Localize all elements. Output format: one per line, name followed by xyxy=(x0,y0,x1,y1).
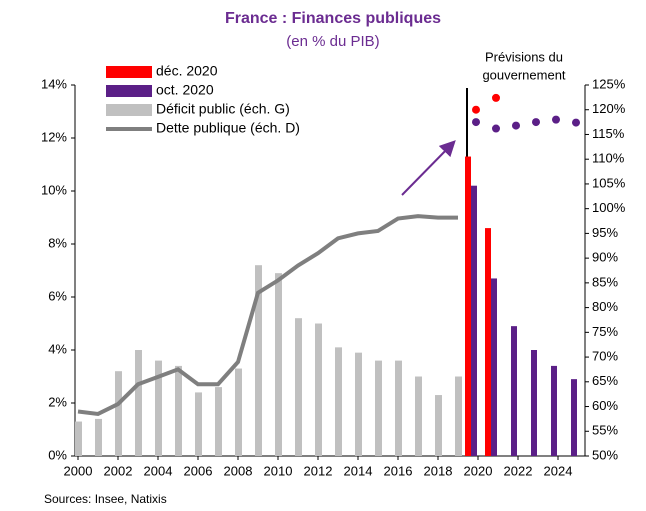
bar xyxy=(235,368,242,456)
x-tick-label: 2012 xyxy=(304,463,333,478)
y-tick-label: 4% xyxy=(48,341,67,356)
y2-tick-label: 50% xyxy=(592,447,618,462)
bar xyxy=(195,392,202,456)
x-tick-label: 2000 xyxy=(64,463,93,478)
source: Sources: Insee, Natixis xyxy=(44,492,167,506)
bar xyxy=(355,352,362,456)
y-tick-label: 6% xyxy=(48,288,67,303)
bar xyxy=(115,371,122,456)
y2-tick-label: 100% xyxy=(592,200,626,215)
bar xyxy=(455,376,462,456)
y2-tick-label: 90% xyxy=(592,250,618,265)
bar xyxy=(551,365,557,456)
y2-tick-label: 125% xyxy=(592,76,626,91)
annotation: Prévisions du xyxy=(485,49,563,64)
bar xyxy=(75,421,82,456)
bar xyxy=(335,347,342,456)
bar xyxy=(571,379,577,456)
x-tick-label: 2010 xyxy=(264,463,293,478)
legend-swatch xyxy=(106,104,152,116)
x-tick-label: 2002 xyxy=(104,463,133,478)
bar xyxy=(435,395,442,456)
debt-dot xyxy=(472,118,480,127)
debt-dot xyxy=(472,105,480,114)
bar xyxy=(375,360,382,456)
y-tick-label: 2% xyxy=(48,394,67,409)
y2-tick-label: 55% xyxy=(592,423,618,438)
y-tick-label: 10% xyxy=(41,182,67,197)
y2-tick-label: 115% xyxy=(592,126,625,141)
legend-label: Déficit public (éch. G) xyxy=(156,101,290,117)
y-tick-label: 12% xyxy=(41,129,67,144)
y2-tick-label: 85% xyxy=(592,274,618,289)
legend-swatch xyxy=(106,66,152,78)
y2-tick-label: 80% xyxy=(592,299,618,314)
bar xyxy=(315,323,322,456)
y2-tick-label: 110% xyxy=(592,151,625,166)
line xyxy=(77,214,458,417)
legend-label: déc. 2020 xyxy=(156,63,218,79)
bar xyxy=(415,376,422,456)
legend-label: Dette publique (éch. D) xyxy=(156,120,300,136)
debt-dot xyxy=(572,118,580,127)
y2-tick-label: 120% xyxy=(592,101,626,116)
bar xyxy=(531,350,537,456)
y2-tick-label: 105% xyxy=(592,175,626,190)
bar xyxy=(491,278,497,456)
debt-dot xyxy=(492,124,500,133)
x-tick-label: 2020 xyxy=(464,463,493,478)
y-tick-label: 14% xyxy=(41,76,67,91)
debt-dot xyxy=(552,115,560,124)
debt-dot xyxy=(492,93,500,102)
bar xyxy=(471,185,477,456)
bar xyxy=(155,360,162,456)
x-tick-label: 2024 xyxy=(544,463,573,478)
bar xyxy=(175,365,182,456)
y2-tick-label: 60% xyxy=(592,398,618,413)
y2-tick-label: 70% xyxy=(592,349,618,364)
chart-title: France : Finances publiques xyxy=(225,10,441,27)
legend-swatch xyxy=(106,85,152,97)
debt-dot xyxy=(512,121,520,130)
debt-dot xyxy=(532,118,540,127)
y2-tick-label: 95% xyxy=(592,225,618,240)
bar xyxy=(275,273,282,456)
chart-subtitle: (en % du PIB) xyxy=(286,33,379,50)
x-tick-label: 2016 xyxy=(384,463,413,478)
bar xyxy=(295,318,302,456)
bar xyxy=(95,418,102,456)
y-tick-label: 8% xyxy=(48,235,67,250)
x-tick-label: 2018 xyxy=(424,463,453,478)
bar xyxy=(135,350,142,456)
x-tick-label: 2006 xyxy=(184,463,213,478)
y2-tick-label: 75% xyxy=(592,324,618,339)
bar xyxy=(485,228,491,456)
arrow xyxy=(401,140,456,196)
y-tick-label: 0% xyxy=(48,447,67,462)
bar xyxy=(511,326,517,456)
bar xyxy=(215,387,222,456)
bar xyxy=(395,360,402,456)
bar xyxy=(255,265,262,456)
bar xyxy=(465,156,471,457)
x-tick-label: 2008 xyxy=(224,463,253,478)
annotation: gouvernement xyxy=(482,67,565,82)
y2-tick-label: 65% xyxy=(592,373,618,388)
legend-label: oct. 2020 xyxy=(156,82,214,98)
x-tick-label: 2014 xyxy=(344,463,373,478)
x-tick-label: 2022 xyxy=(504,463,533,478)
x-tick-label: 2004 xyxy=(144,463,173,478)
